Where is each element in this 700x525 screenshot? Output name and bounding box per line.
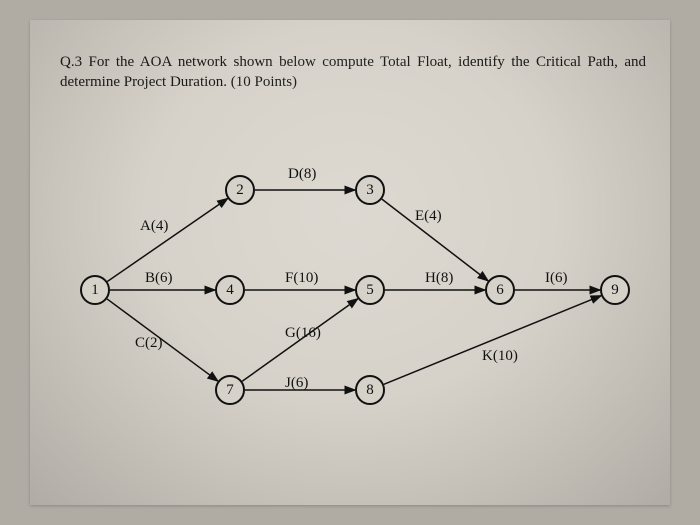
question-body: For the AOA network shown below compute … — [60, 54, 646, 90]
node-9: 9 — [600, 275, 630, 305]
question-text: Q.3 For the AOA network shown below comp… — [60, 52, 646, 93]
edge-label-D: D(8) — [288, 166, 316, 183]
edge-label-A: A(4) — [140, 218, 168, 235]
page-sheet: Q.3 For the AOA network shown below comp… — [30, 20, 670, 505]
edge-layer — [30, 130, 670, 470]
node-8: 8 — [355, 375, 385, 405]
edge-label-K: K(10) — [482, 348, 518, 365]
node-4: 4 — [215, 275, 245, 305]
edge-label-G: G(16) — [285, 325, 321, 342]
node-2: 2 — [225, 175, 255, 205]
question-prefix: Q.3 — [60, 54, 89, 70]
edge-label-I: I(6) — [545, 270, 568, 287]
aoa-network-diagram: A(4) B(6) C(2) D(8) E(4) F(10) G(16) H(8) I(6) J(… — [30, 130, 670, 470]
node-1: 1 — [80, 275, 110, 305]
edge-8-9 — [384, 296, 601, 385]
node-6: 6 — [485, 275, 515, 305]
edge-label-F: F(10) — [285, 270, 318, 287]
edge-label-J: J(6) — [285, 375, 308, 392]
edge-1-7 — [107, 299, 218, 381]
node-3: 3 — [355, 175, 385, 205]
node-5: 5 — [355, 275, 385, 305]
edge-label-E: E(4) — [415, 208, 442, 225]
edge-label-C: C(2) — [135, 335, 163, 352]
node-7: 7 — [215, 375, 245, 405]
edge-label-B: B(6) — [145, 270, 173, 287]
edge-label-H: H(8) — [425, 270, 453, 287]
